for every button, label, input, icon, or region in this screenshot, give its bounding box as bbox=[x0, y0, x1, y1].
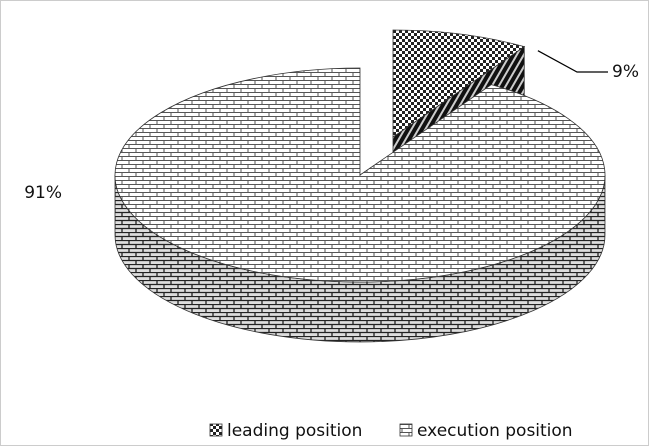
slice bbox=[392, 29, 526, 138]
leader-line bbox=[537, 50, 608, 73]
legend-label: execution position bbox=[417, 421, 573, 441]
slice bbox=[114, 67, 606, 283]
data-label: 91% bbox=[24, 183, 62, 203]
legend-swatch bbox=[399, 423, 413, 437]
data-label: 9% bbox=[612, 62, 639, 82]
legend-swatch bbox=[209, 423, 223, 437]
legend-label: leading position bbox=[227, 421, 362, 441]
